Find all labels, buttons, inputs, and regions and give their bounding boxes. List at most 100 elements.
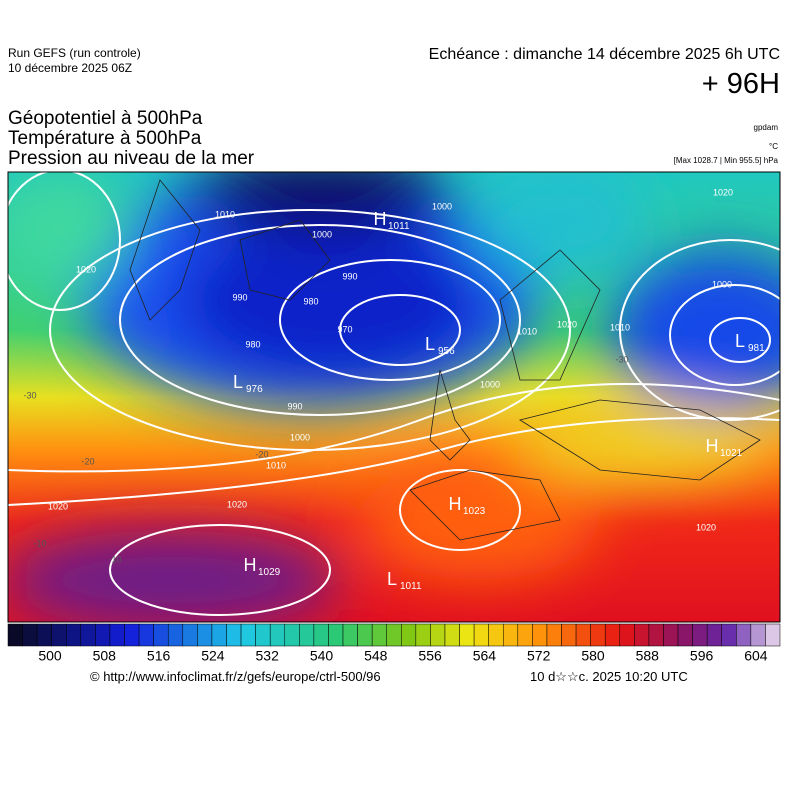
color-swatch (415, 623, 431, 647)
color-swatch (590, 623, 606, 647)
pressure-center-letter: H (244, 555, 257, 575)
extremes: [Max 1028.7 | Min 955.5] hPa (673, 156, 778, 165)
color-swatch (357, 623, 373, 647)
color-swatch (677, 623, 693, 647)
isotherm-label: -10 (33, 538, 46, 548)
colorbar-tick-label: 532 (256, 648, 280, 664)
color-swatch (765, 623, 781, 647)
color-swatch (211, 623, 227, 647)
isobar-label: 990 (287, 401, 302, 411)
colorbar-tick-label: 604 (744, 648, 768, 664)
isobar-label: 1020 (48, 501, 68, 511)
pressure-center-letter: L (735, 331, 745, 351)
color-swatch (299, 623, 315, 647)
color-swatch (619, 623, 635, 647)
color-swatch (226, 623, 242, 647)
isobar-label: 1000 (312, 229, 332, 239)
color-swatch (575, 623, 591, 647)
isobar-label: 990 (342, 271, 357, 281)
pressure-center-value: 1023 (463, 506, 486, 517)
isobar-label: 1020 (696, 522, 716, 532)
color-swatch (80, 623, 96, 647)
color-swatch (430, 623, 446, 647)
pressure-center-value: 1021 (720, 448, 743, 459)
color-swatch (313, 623, 329, 647)
isotherm-label: -30 (615, 354, 628, 364)
colorbar-tick-label: 540 (310, 648, 334, 664)
pressure-center-letter: L (425, 334, 435, 354)
color-swatch (546, 623, 562, 647)
color-swatch (459, 623, 475, 647)
run-name: Run GEFS (run controle) (8, 46, 141, 60)
color-swatch (153, 623, 169, 647)
color-swatch (22, 623, 38, 647)
isobar-label: 1000 (480, 379, 500, 389)
isobar-label: 990 (232, 292, 247, 302)
pressure-center-letter: H (706, 436, 719, 456)
pressure-center-value: 981 (748, 343, 765, 354)
isobar-label: 1010 (610, 322, 630, 332)
colorbar-tick-label: 508 (93, 648, 117, 664)
color-swatch (255, 623, 271, 647)
color-swatch (386, 623, 402, 647)
isotherm-label: -20 (81, 456, 94, 466)
generated-time: 10 d☆☆c. 2025 10:20 UTC (530, 669, 688, 684)
color-swatch (240, 623, 256, 647)
color-swatch (284, 623, 300, 647)
isobar-label: 980 (303, 296, 318, 306)
colorbar-tick-label: 580 (581, 648, 605, 664)
color-swatch (488, 623, 504, 647)
pressure-center-letter: H (374, 209, 387, 229)
isobar-label: 1020 (557, 319, 577, 329)
color-swatch (95, 623, 111, 647)
color-swatch (269, 623, 286, 647)
unit: gpdam (753, 123, 778, 132)
isobar-label: 1020 (227, 499, 247, 509)
lead-time: + 96H (701, 68, 780, 100)
color-swatch (66, 623, 82, 647)
pressure-center-value: 1011 (400, 581, 422, 592)
color-swatch (706, 623, 722, 647)
color-swatch (473, 623, 489, 647)
color-swatch (124, 623, 140, 647)
color-swatch (342, 623, 358, 647)
color-swatch (532, 623, 548, 647)
field-name: Température à 500hPa (8, 128, 202, 149)
color-swatch (401, 623, 417, 647)
pressure-center-letter: L (387, 569, 397, 589)
color-swatch (51, 623, 67, 647)
color-swatch (109, 623, 125, 647)
color-swatch (36, 623, 52, 647)
color-swatch (634, 623, 650, 647)
colorbar-tick-label: 524 (201, 648, 225, 664)
color-swatch (721, 623, 737, 647)
color-swatch (502, 623, 519, 647)
isobar-label: 1000 (290, 432, 310, 442)
colorbar-tick-label: 556 (418, 648, 442, 664)
color-swatch (604, 623, 621, 647)
pressure-center-value: 976 (246, 384, 263, 395)
color-swatch (692, 623, 708, 647)
run-date: 10 décembre 2025 06Z (8, 61, 133, 75)
colorbar-tick-label: 516 (147, 648, 171, 664)
color-swatch (561, 623, 577, 647)
isobar-label: 1000 (432, 201, 452, 211)
isobar-label: 1020 (713, 187, 733, 197)
color-swatch (328, 623, 344, 647)
isobar-label: 1010 (517, 326, 537, 336)
isobar-label: 970 (337, 324, 352, 334)
color-swatch (167, 623, 184, 647)
colorbar-tick-label: 548 (364, 648, 388, 664)
pressure-center-letter: L (233, 372, 243, 392)
color-swatch (663, 623, 679, 647)
color-swatch (517, 623, 533, 647)
color-swatch (371, 623, 387, 647)
color-swatch (648, 623, 664, 647)
color-swatch (444, 623, 460, 647)
isobar-label: 980 (245, 339, 260, 349)
isobar-label: 1010 (215, 209, 235, 219)
isobar-label: 1010 (266, 460, 286, 470)
color-swatch (7, 623, 23, 647)
